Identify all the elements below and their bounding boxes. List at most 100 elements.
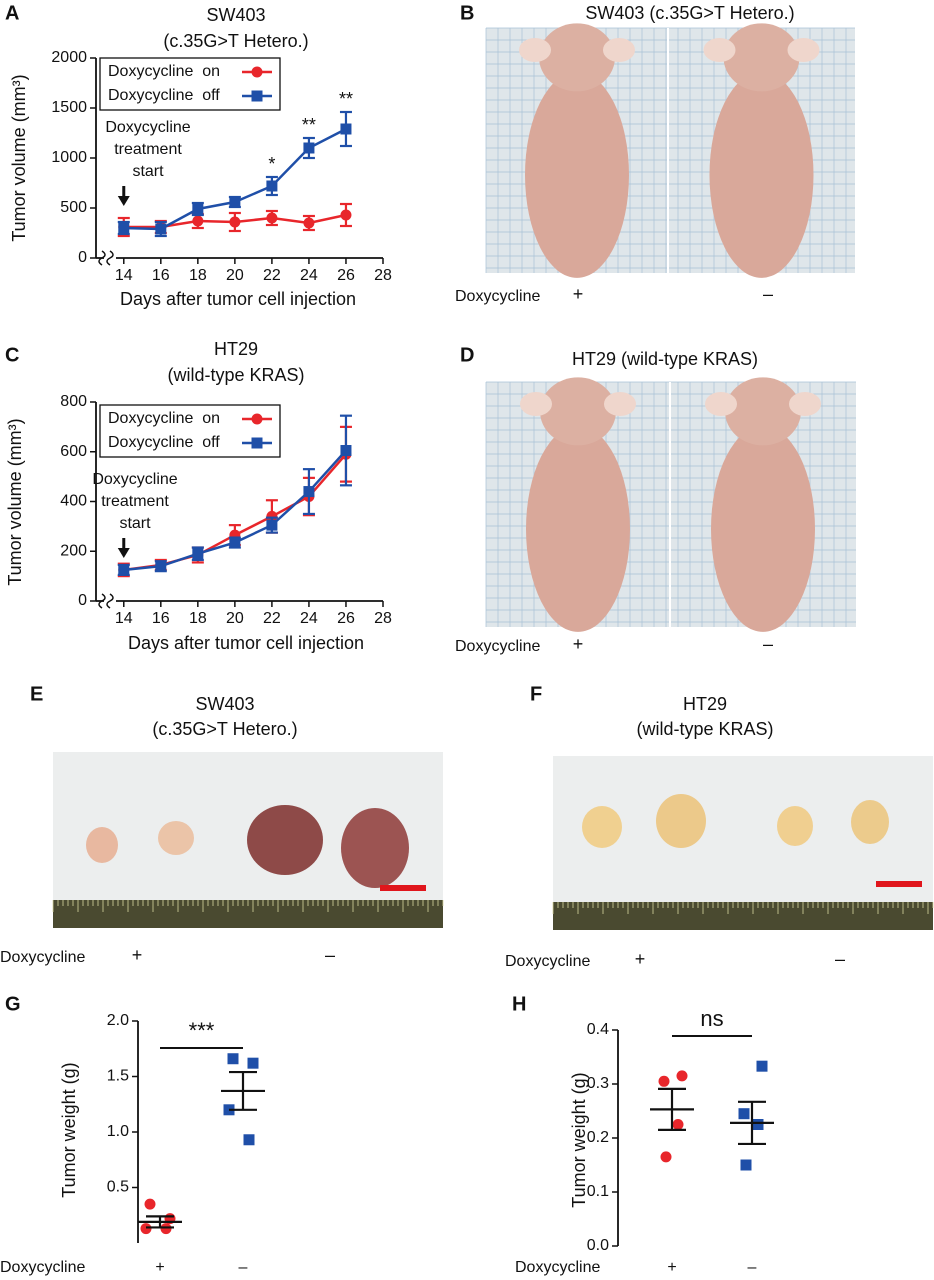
marker — [192, 548, 204, 560]
marker — [340, 209, 352, 221]
panel-title: (wild-type KRAS) — [636, 719, 773, 739]
marker — [303, 142, 315, 154]
group-label: Doxycycline — [0, 949, 85, 966]
condition-label: + — [635, 949, 646, 969]
marker — [660, 1151, 672, 1163]
y-axis-label: Tumor weight (g) — [59, 1062, 79, 1197]
annotation: treatment — [114, 141, 182, 158]
x-tick-label: – — [239, 1259, 248, 1276]
legend-box — [99, 57, 281, 111]
arrow-head — [117, 196, 130, 206]
annotation: Doxycycline — [105, 119, 190, 136]
mouse-ear — [703, 38, 736, 62]
y-tick-label: 0.2 — [587, 1129, 609, 1146]
x-tick-label: 16 — [152, 267, 170, 284]
tumor — [777, 806, 813, 846]
annotation: treatment — [101, 493, 169, 510]
panel-letter: C — [5, 344, 19, 366]
panel-title: HT29 (wild-type KRAS) — [572, 349, 758, 369]
y-tick-label: 500 — [60, 199, 87, 216]
y-tick-label: 0.5 — [107, 1179, 129, 1196]
x-tick-label: 20 — [226, 267, 244, 284]
x-tick-label: 28 — [374, 610, 392, 627]
mouse-head — [539, 23, 615, 92]
tumor — [247, 805, 323, 875]
marker — [756, 1060, 768, 1072]
y-tick-label: 2.0 — [107, 1012, 129, 1029]
y-tick-label: 0 — [78, 249, 87, 266]
condition-label: + — [573, 634, 584, 654]
marker — [144, 1198, 156, 1210]
panel-title: SW403 (c.35G>T Hetero.) — [585, 3, 794, 23]
condition-label: + — [132, 945, 143, 965]
chart-title: SW403 — [206, 5, 265, 25]
annotation: start — [132, 163, 164, 180]
mouse-head — [540, 377, 616, 446]
legend-label: Doxycycline off — [108, 87, 220, 104]
marker — [303, 486, 315, 498]
marker — [229, 196, 241, 208]
marker — [247, 1057, 259, 1069]
y-tick-label: 1.0 — [107, 1123, 129, 1140]
legend-label: Doxycycline on — [108, 410, 220, 427]
y-tick-label: 0.3 — [587, 1075, 609, 1092]
x-tick-label: 14 — [115, 267, 133, 284]
x-tick-label: 22 — [263, 267, 281, 284]
mouse-ear — [787, 38, 820, 62]
significance: ** — [339, 89, 353, 109]
panel-letter: H — [512, 993, 526, 1015]
mouse-head — [723, 23, 800, 92]
x-tick-label: + — [155, 1259, 164, 1276]
group-label: Doxycycline — [505, 953, 590, 970]
panel-title: (c.35G>T Hetero.) — [152, 719, 297, 739]
panel-letter: D — [460, 344, 474, 366]
y-tick-label: 1500 — [51, 99, 87, 116]
x-tick-label: 18 — [189, 267, 207, 284]
panel-letter: F — [530, 683, 542, 705]
mouse-ear — [520, 392, 552, 416]
group-label: Doxycycline — [455, 638, 540, 655]
y-axis-label: Tumor volume (mm³) — [5, 418, 25, 585]
group-label: Doxycycline — [515, 1259, 600, 1276]
tumor — [582, 806, 622, 848]
x-tick-label: 28 — [374, 267, 392, 284]
marker — [738, 1108, 750, 1120]
significance: *** — [189, 1018, 215, 1043]
significance: * — [268, 154, 275, 174]
annotation: start — [119, 515, 151, 532]
tumor — [656, 794, 706, 848]
marker — [303, 217, 315, 229]
x-tick-label: 22 — [263, 610, 281, 627]
x-tick-label: 20 — [226, 610, 244, 627]
marker — [340, 123, 352, 135]
mouse-body — [525, 72, 629, 278]
marker — [140, 1223, 152, 1235]
tumor — [341, 808, 409, 888]
arrow-head — [117, 548, 130, 558]
marker — [229, 216, 241, 228]
axis-break — [106, 250, 114, 266]
mouse-ear — [705, 392, 737, 416]
y-axis-label: Tumor weight (g) — [569, 1072, 589, 1207]
axis-break — [98, 250, 106, 266]
y-tick-label: 1.5 — [107, 1068, 129, 1085]
axis-break — [106, 593, 114, 609]
panel-letter: E — [30, 683, 43, 705]
marker — [160, 1223, 172, 1235]
legend-marker — [251, 66, 263, 78]
condition-label: – — [763, 284, 773, 304]
x-tick-label: – — [748, 1259, 757, 1276]
x-tick-label: + — [667, 1259, 676, 1276]
chart-title: (wild-type KRAS) — [167, 365, 304, 385]
x-tick-label: 14 — [115, 610, 133, 627]
legend-label: Doxycycline off — [108, 434, 220, 451]
y-tick-label: 400 — [60, 493, 87, 510]
marker — [266, 510, 278, 522]
marker — [155, 223, 167, 235]
legend-marker — [251, 413, 263, 425]
marker — [192, 215, 204, 227]
legend-marker — [251, 437, 263, 449]
marker — [672, 1119, 684, 1130]
marker — [676, 1070, 688, 1082]
